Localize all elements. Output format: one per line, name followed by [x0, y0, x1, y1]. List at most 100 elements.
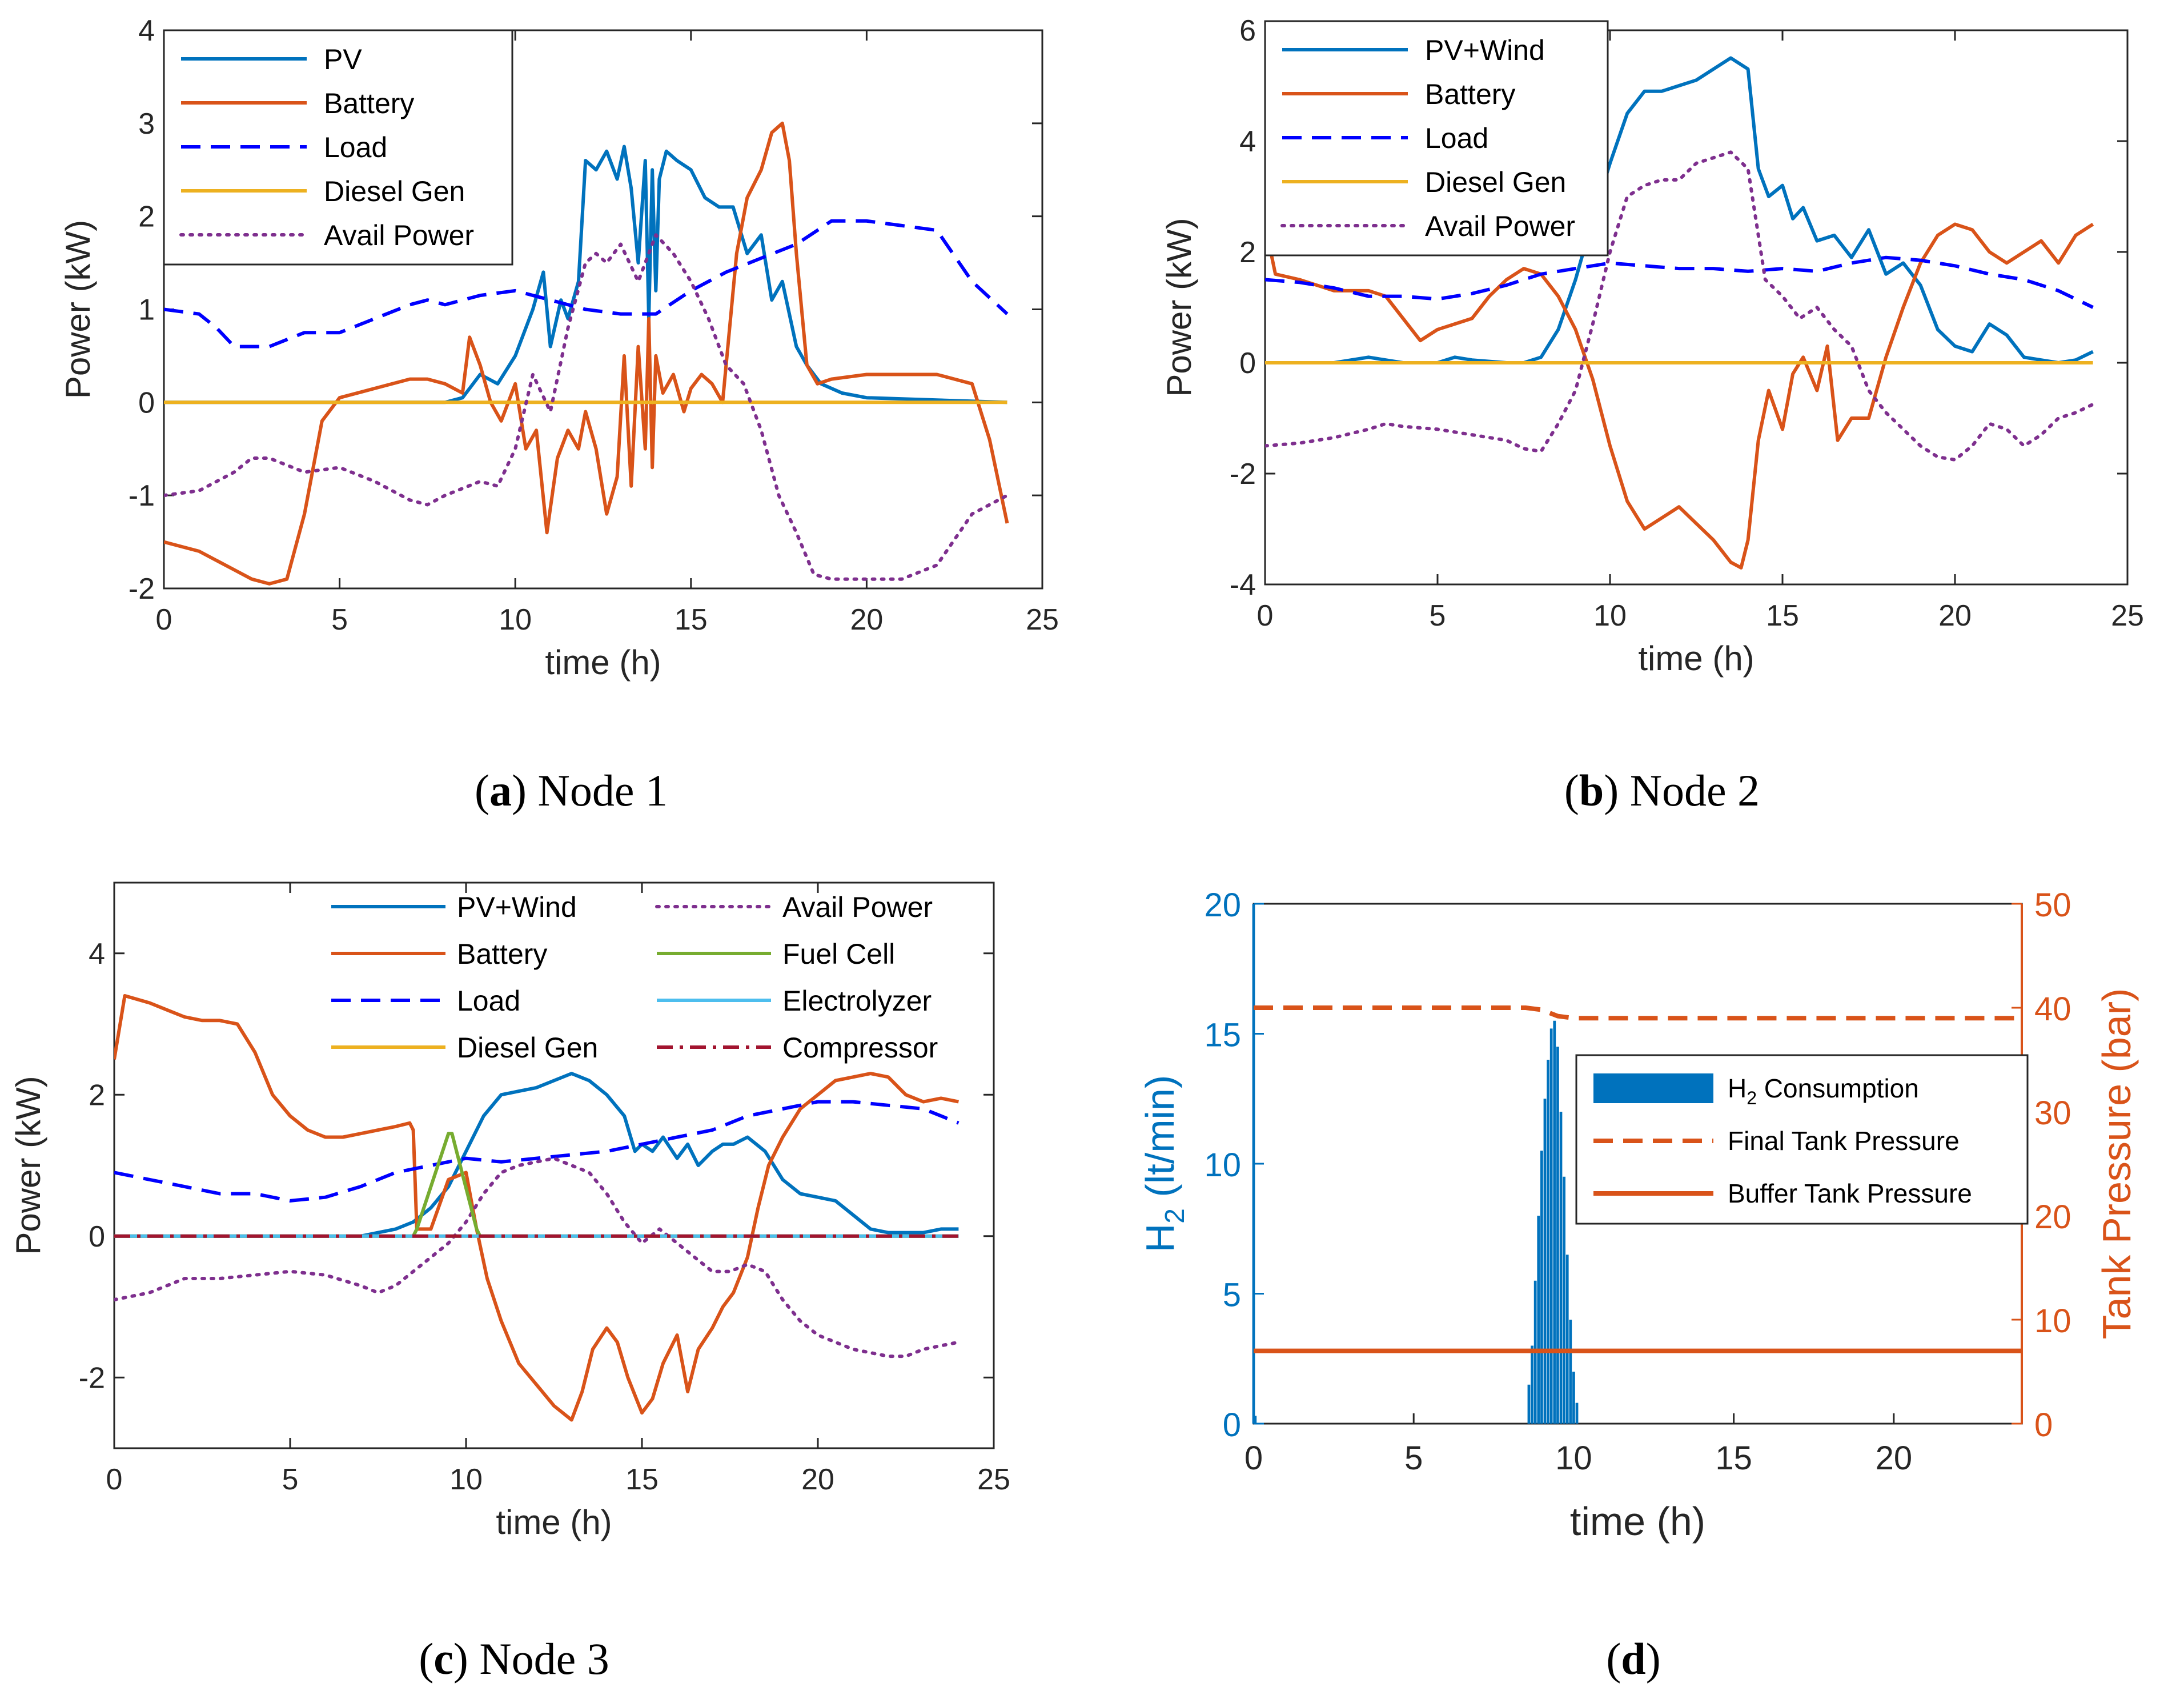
y-axis-label: Power (kW) — [1160, 218, 1198, 396]
x-tick-label: 15 — [625, 1463, 659, 1496]
y-tick-label: -4 — [1230, 568, 1256, 602]
y-tick-label: -1 — [129, 479, 155, 512]
h2-bar — [1575, 1403, 1579, 1424]
panel-c-node3: 0 5 10 15 20 25 -2 0 2 4 time (h) Power (kW) PV+Wind… — [9, 881, 1010, 1541]
y-right-tick-label: 0 — [2034, 1407, 2053, 1444]
caption-b-label: b — [1579, 766, 1604, 815]
series-group — [164, 121, 1009, 586]
series-line-avail-power — [1265, 150, 2095, 462]
h2-bar — [1569, 1320, 1572, 1424]
y-tick-label: 0 — [1223, 1407, 1241, 1444]
x-axis-label: time (h) — [496, 1503, 612, 1541]
y-axis-label-h: H — [1138, 1224, 1182, 1253]
legend-label-pv-wind: PV+Wind — [457, 891, 577, 923]
caption-c: (c) Node 3 — [419, 1634, 609, 1684]
legend-label-battery: Battery — [324, 87, 414, 119]
y-axis-label: Power (kW) — [9, 1076, 47, 1255]
x-tick-label: 10 — [449, 1463, 483, 1496]
caption-c-label: c — [433, 1634, 453, 1684]
y-right-tick-label: 50 — [2034, 887, 2071, 924]
h2-bar — [1537, 1216, 1540, 1424]
y-tick-label: 2 — [138, 201, 155, 234]
y-right-axis-label: Tank Pressure (bar) — [2094, 988, 2139, 1340]
y-tick-label: 10 — [1204, 1147, 1241, 1184]
x-tick-label: 5 — [331, 603, 348, 636]
y-tick-label: 4 — [1239, 125, 1256, 158]
y-tick-label: 2 — [1239, 236, 1256, 269]
y-tick-label: 4 — [138, 14, 155, 47]
legend-label-avail-power: Avail Power — [324, 219, 474, 251]
y-right-tick-label: 30 — [2034, 1095, 2071, 1132]
legend-label-load: Load — [1425, 122, 1488, 154]
y-tick-label: -2 — [1230, 458, 1256, 491]
x-tick-label: 0 — [1244, 1440, 1263, 1477]
h2-bar — [1572, 1372, 1575, 1424]
y-tick-label: 1 — [138, 294, 155, 327]
y-tick-label: -2 — [79, 1361, 105, 1395]
caption-b-text: Node 2 — [1630, 766, 1760, 815]
h2-bar — [1543, 1099, 1547, 1424]
series-group — [114, 994, 961, 1422]
y-tick-label: 20 — [1204, 887, 1241, 924]
h2-bar — [1563, 1176, 1565, 1424]
h2-bar — [1531, 1345, 1533, 1424]
y-tick-label: 2 — [89, 1079, 105, 1112]
x-axis-label: time (h) — [545, 643, 661, 682]
y-axis-label: Power (kW) — [59, 220, 97, 399]
plot-area-frame — [113, 881, 995, 1449]
y-tick-label: 0 — [1239, 347, 1256, 380]
legend-label-h2-consumption: H2 Consumption — [1728, 1073, 1919, 1108]
caption-b: (b) Node 2 — [1564, 766, 1760, 815]
panel-a-node1: 0 5 10 15 20 25 -2 -1 0 1 2 3 4 time (h) Power (kW) PV B… — [59, 14, 1059, 682]
x-tick-label: 10 — [1555, 1440, 1592, 1477]
legend-label-compressor: Compressor — [782, 1032, 938, 1064]
x-tick-label: 25 — [1026, 603, 1059, 636]
series-line-battery — [1265, 222, 2094, 570]
x-tick-label: 15 — [1766, 599, 1799, 632]
y-tick-label: 4 — [89, 937, 105, 971]
h2-bar — [1527, 1384, 1531, 1424]
y-axis-label-sub: 2 — [1160, 1208, 1190, 1224]
legend-swatch-h2-consumption — [1593, 1073, 1713, 1103]
series-line-avail-power — [114, 1156, 961, 1359]
y-tick-label: 5 — [1223, 1277, 1241, 1314]
x-tick-label: 20 — [1876, 1440, 1913, 1477]
h2-bar — [1553, 1020, 1556, 1424]
h2-bar — [1547, 1060, 1549, 1424]
y-axis-label-unit: (lt/min) — [1138, 1075, 1182, 1208]
h2-bar — [1565, 1255, 1569, 1424]
caption-d: (d) — [1606, 1634, 1660, 1684]
caption-a: (a) Node 1 — [475, 766, 668, 815]
caption-d-label: d — [1621, 1634, 1645, 1684]
legend-label-load: Load — [457, 985, 520, 1017]
legend-label-avail-power: Avail Power — [782, 891, 933, 923]
x-tick-label: 10 — [499, 603, 532, 636]
y-tick-label: 3 — [138, 107, 155, 141]
legend-label-final-tank-pressure: Final Tank Pressure — [1728, 1126, 1960, 1156]
x-axis-label: time (h) — [1638, 639, 1754, 678]
series-line-pv — [164, 145, 1007, 404]
series-line-load — [1265, 255, 2094, 309]
y-tick-label: -2 — [129, 572, 155, 606]
x-tick-label: 0 — [106, 1463, 123, 1496]
series-line-pv-wind — [1265, 56, 2094, 364]
x-tick-label: 20 — [801, 1463, 834, 1496]
legend-rest: Consumption — [1757, 1073, 1919, 1103]
series-line-final-tank-pressure — [1254, 1005, 2022, 1021]
legend-label-pv-wind: PV+Wind — [1425, 34, 1545, 66]
legend-label-diesel-gen: Diesel Gen — [457, 1032, 598, 1064]
legend-label-buffer-tank-pressure: Buffer Tank Pressure — [1728, 1179, 1972, 1208]
series-line-load — [114, 1100, 959, 1203]
legend-label-pv: PV — [324, 43, 362, 75]
legend-label-electrolyzer: Electrolyzer — [782, 985, 932, 1017]
h2-bar — [1254, 1416, 1257, 1424]
y-right-tick-label: 40 — [2034, 991, 2071, 1028]
y-tick-label: 0 — [138, 386, 155, 419]
x-tick-label: 15 — [1715, 1440, 1752, 1477]
x-tick-label: 5 — [1430, 599, 1446, 632]
x-tick-label: 20 — [1938, 599, 1972, 632]
y-tick-label: 0 — [89, 1220, 105, 1253]
series-line-load — [164, 219, 1009, 348]
h2-bar — [1549, 1028, 1553, 1424]
